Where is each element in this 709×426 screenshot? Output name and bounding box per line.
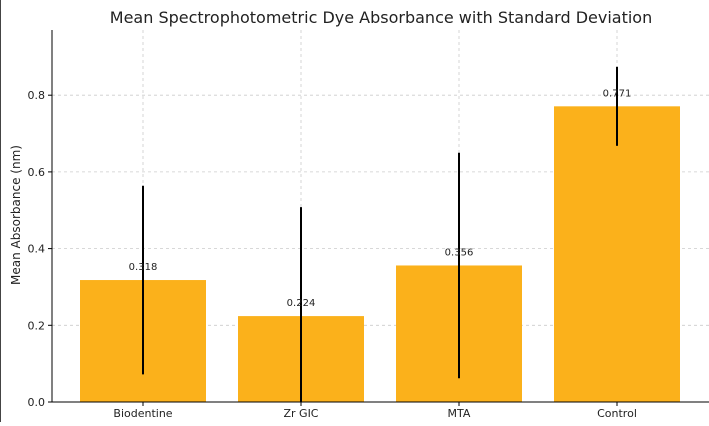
x-tick-label: Biodentine bbox=[113, 407, 172, 420]
value-labels: 0.318 0.224 0.356 0.771 bbox=[129, 88, 632, 309]
value-label: 0.771 bbox=[603, 88, 632, 99]
value-label: 0.318 bbox=[129, 262, 158, 273]
left-window-edge bbox=[0, 0, 1, 422]
y-tick-label: 0.6 bbox=[28, 166, 46, 179]
value-label: 0.356 bbox=[445, 247, 474, 258]
y-axis-label: Mean Absorbance (nm) bbox=[9, 145, 23, 285]
error-bars bbox=[142, 66, 618, 402]
y-tick-label: 0.0 bbox=[28, 396, 46, 409]
bars bbox=[80, 106, 680, 402]
x-tick-label: Zr GIC bbox=[283, 407, 318, 420]
x-tick-label: MTA bbox=[448, 407, 471, 420]
tick-labels: 0.0 0.2 0.4 0.6 0.8 Biodentine Zr GIC MTA Contro… bbox=[28, 89, 637, 420]
y-tick-label: 0.2 bbox=[28, 319, 46, 332]
bar bbox=[554, 106, 680, 402]
value-label: 0.224 bbox=[287, 298, 316, 309]
chart-title: Mean Spectrophotometric Dye Absorbance w… bbox=[110, 8, 652, 27]
axes bbox=[48, 30, 709, 406]
y-tick-label: 0.4 bbox=[28, 243, 46, 256]
x-tick-label: Control bbox=[597, 407, 637, 420]
y-tick-label: 0.8 bbox=[28, 89, 46, 102]
